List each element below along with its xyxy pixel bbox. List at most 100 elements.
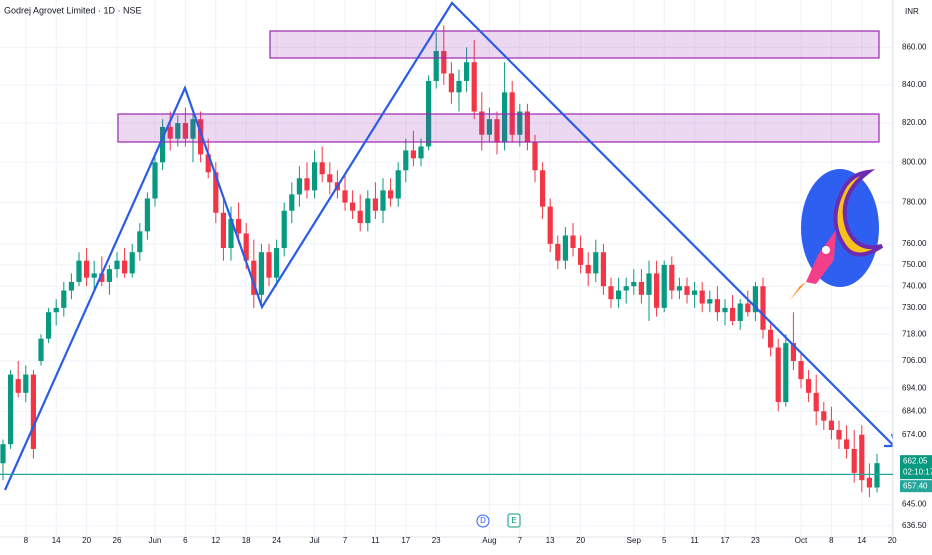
candle-body bbox=[68, 281, 74, 291]
candle-body bbox=[555, 243, 561, 261]
axes: 860.00 840.00 820.00 800.00 780.00 760.00 750.… bbox=[24, 42, 927, 545]
event-marker-label[interactable]: E bbox=[511, 516, 516, 525]
trend-line bbox=[3, 1, 894, 491]
candle-body bbox=[737, 303, 743, 321]
candle-body bbox=[821, 411, 827, 421]
candle-body bbox=[274, 248, 280, 278]
candle-body bbox=[593, 252, 599, 274]
x-tick-label: Aug bbox=[482, 536, 496, 545]
candle-body bbox=[289, 194, 295, 211]
candle-body bbox=[410, 150, 416, 159]
y-tick-label: 718.00 bbox=[902, 329, 927, 338]
moon-crescent bbox=[833, 169, 884, 257]
candle-body bbox=[486, 119, 492, 135]
candle-body bbox=[182, 123, 188, 139]
candle-body bbox=[0, 444, 6, 464]
candle-body bbox=[524, 111, 530, 143]
candle-body bbox=[790, 343, 796, 361]
candle-body bbox=[205, 154, 211, 173]
candle-body bbox=[357, 210, 363, 224]
x-tick-label: 7 bbox=[343, 536, 348, 545]
x-tick-label: 17 bbox=[721, 536, 730, 545]
candle-body bbox=[441, 51, 447, 74]
candle-body bbox=[46, 312, 52, 339]
event-marker[interactable] bbox=[476, 514, 490, 528]
candle-body bbox=[228, 218, 234, 249]
candle-body bbox=[23, 374, 29, 393]
resistance-zone bbox=[269, 30, 880, 59]
x-tick-label: 23 bbox=[432, 536, 441, 545]
candle-body bbox=[236, 218, 242, 234]
x-tick-label: 20 bbox=[576, 536, 585, 545]
y-tick-label: 860.00 bbox=[902, 42, 927, 51]
candle-body bbox=[631, 281, 637, 287]
x-tick-label: 11 bbox=[371, 536, 380, 545]
candle-body bbox=[198, 119, 204, 155]
candle-body bbox=[114, 260, 120, 270]
candle-body bbox=[372, 198, 378, 211]
candle-body bbox=[342, 190, 348, 203]
candle-body bbox=[684, 286, 690, 295]
candle-body bbox=[494, 119, 500, 143]
candle-body bbox=[699, 290, 705, 304]
candle-body bbox=[122, 260, 128, 274]
x-tick-label: 24 bbox=[272, 536, 281, 545]
candle-body bbox=[388, 190, 394, 199]
candle-body bbox=[570, 235, 576, 249]
candle-body bbox=[319, 162, 325, 175]
candle-body bbox=[137, 231, 143, 253]
candles bbox=[0, 25, 880, 498]
candle-body bbox=[243, 233, 249, 261]
candle-body bbox=[752, 286, 758, 313]
y-tick-label: 800.00 bbox=[902, 157, 927, 166]
x-tick-label: 11 bbox=[690, 536, 699, 545]
candle-body bbox=[160, 126, 166, 163]
event-marker[interactable] bbox=[507, 513, 521, 528]
candle-body bbox=[403, 150, 409, 171]
x-tick-label: 20 bbox=[888, 536, 897, 545]
candle-body bbox=[327, 174, 333, 183]
y-tick-label: 780.00 bbox=[902, 198, 927, 207]
x-tick-label: Jul bbox=[309, 536, 319, 545]
candle-body bbox=[213, 172, 219, 213]
y-tick-label: 694.00 bbox=[902, 383, 927, 392]
y-tick-label: 750.00 bbox=[902, 260, 927, 269]
candle-body bbox=[380, 190, 386, 211]
candle-body bbox=[616, 290, 622, 300]
x-tick-label: 8 bbox=[24, 536, 29, 545]
candle-body bbox=[8, 374, 14, 445]
y-tick-label: 730.00 bbox=[902, 303, 927, 312]
candle-body bbox=[129, 252, 135, 274]
x-tick-label: Jun bbox=[149, 536, 162, 545]
candle-body bbox=[578, 248, 584, 265]
candle-body bbox=[76, 260, 82, 282]
candle-body bbox=[365, 198, 371, 224]
event-marker-label[interactable]: D bbox=[480, 516, 486, 525]
candle-body bbox=[479, 111, 485, 135]
y-tick-label: 760.00 bbox=[902, 239, 927, 248]
candle-body bbox=[661, 264, 667, 308]
candle-body bbox=[760, 286, 766, 330]
candle-body bbox=[714, 299, 720, 313]
candle-body bbox=[676, 286, 682, 291]
x-tick-label: 7 bbox=[518, 536, 523, 545]
candle-body bbox=[152, 162, 158, 199]
candle-body bbox=[638, 281, 644, 295]
candle-body bbox=[91, 273, 97, 278]
candle-body bbox=[540, 170, 546, 207]
countdown-label: 02:10:17 bbox=[903, 467, 932, 476]
candle-body bbox=[813, 392, 819, 412]
x-tick-label: Oct bbox=[795, 536, 808, 545]
candle-body bbox=[646, 273, 652, 295]
rocket-window bbox=[822, 246, 830, 254]
candle-body bbox=[220, 212, 226, 249]
candle-body bbox=[692, 290, 698, 295]
candle-body bbox=[669, 264, 675, 291]
candle-body bbox=[38, 338, 44, 361]
candle-body bbox=[532, 142, 538, 171]
candle-body bbox=[828, 420, 834, 431]
last-price-box bbox=[900, 455, 932, 480]
candle-body bbox=[874, 463, 880, 488]
candle-body bbox=[304, 178, 310, 191]
